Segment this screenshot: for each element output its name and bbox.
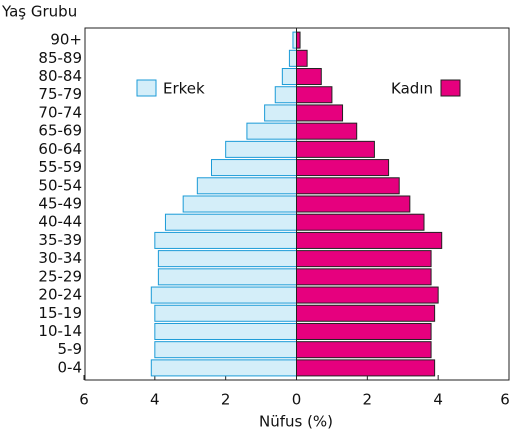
legend-swatch [136,79,157,97]
bar [296,286,439,304]
bar [154,322,297,340]
y-tick-label: 5-9 [58,340,83,358]
x-tick-label: 0 [292,391,302,409]
bar [182,195,298,213]
bar [274,86,297,104]
x-tick-label: 2 [363,391,373,409]
bar [296,195,411,213]
bar [281,68,298,86]
y-tick-label: 80-84 [38,67,82,85]
y-tick-label: 15-19 [38,304,82,322]
bar [296,104,344,122]
y-tick-label: 50-54 [38,176,82,194]
y-tick-label: 65-69 [38,122,82,140]
x-tick-label: 6 [500,391,510,409]
y-axis-title: Yaş Grubu [1,3,77,21]
bar [154,304,297,322]
bar [296,231,443,249]
y-tick-label: 60-64 [38,140,82,158]
bar [292,31,298,49]
y-tick-label: 0-4 [58,358,83,376]
bar [150,359,297,377]
bar [296,268,432,286]
legend-label: Kadın [391,80,433,98]
y-tick-label: 55-59 [38,158,82,176]
y-tick-label: 40-44 [38,213,82,231]
bar [296,177,400,195]
y-tick-label: 25-29 [38,267,82,285]
x-tick-label: 4 [150,391,160,409]
bar [296,304,436,322]
y-tick-label: 75-79 [38,85,82,103]
bar [296,322,432,340]
bar [164,213,297,231]
bar [296,31,301,49]
bar [150,286,297,304]
x-tick-label: 6 [79,391,89,409]
bar [296,341,432,359]
legend-swatch [440,79,461,97]
bar [296,250,432,268]
bar [288,49,297,67]
y-tick-label: 20-24 [38,286,82,304]
y-tick-label: 30-34 [38,249,82,267]
bar [196,177,297,195]
y-tick-label: 35-39 [38,231,82,249]
bar [246,122,298,140]
bar [225,140,298,158]
bar [296,359,436,377]
y-tick-label: 70-74 [38,103,82,121]
y-tick-label: 90+ [50,31,82,49]
bar [157,268,297,286]
bar [296,49,308,67]
bar [296,122,358,140]
x-axis-title: Nüfus (%) [259,413,333,431]
y-tick-label: 10-14 [38,322,82,340]
y-tick-label: 45-49 [38,195,82,213]
bar [157,250,297,268]
bar [154,231,297,249]
bar [296,68,322,86]
bar [296,140,375,158]
bar [296,159,390,177]
x-tick-label: 4 [433,391,443,409]
bar [296,213,425,231]
bar [296,86,333,104]
bar [154,341,297,359]
y-tick-label: 85-89 [38,49,82,67]
bar [264,104,297,122]
x-tick-label: 2 [221,391,231,409]
legend-label: Erkek [163,80,205,98]
bar [211,159,297,177]
